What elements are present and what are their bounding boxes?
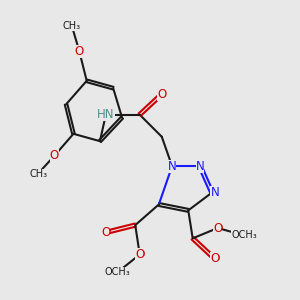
Text: O: O	[50, 149, 59, 162]
Text: O: O	[135, 248, 144, 261]
Text: O: O	[101, 226, 110, 239]
Text: N: N	[196, 160, 204, 173]
Text: OCH₃: OCH₃	[231, 230, 257, 240]
Text: O: O	[210, 252, 219, 266]
Text: CH₃: CH₃	[63, 21, 81, 31]
Text: O: O	[157, 88, 167, 100]
Text: O: O	[213, 221, 222, 235]
Text: HN: HN	[97, 108, 115, 121]
Text: O: O	[75, 45, 84, 58]
Text: N: N	[168, 160, 176, 173]
Text: CH₃: CH₃	[29, 169, 47, 178]
Text: O: O	[135, 248, 144, 261]
Text: O: O	[101, 226, 110, 239]
Text: N: N	[210, 186, 219, 199]
Text: O: O	[210, 252, 219, 266]
Text: O: O	[213, 221, 222, 235]
Text: OCH₃: OCH₃	[105, 267, 130, 277]
